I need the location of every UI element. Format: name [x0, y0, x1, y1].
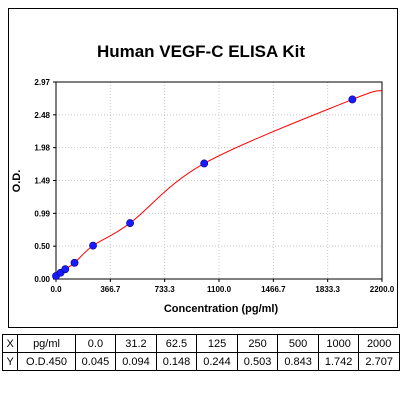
table-cell: 0.244 — [196, 352, 238, 371]
grid — [56, 82, 382, 279]
table-cell: pg/ml — [17, 334, 76, 353]
chart-frame — [8, 8, 398, 328]
table-cell: 2.707 — [358, 352, 400, 371]
data-point — [126, 219, 134, 227]
table-cell: 0.148 — [155, 352, 198, 371]
y-tick-label: 2.97 — [34, 78, 50, 87]
y-tick-label: 1.98 — [34, 144, 50, 153]
x-tick-label: 366.7 — [100, 285, 121, 294]
table-cell: 1.742 — [317, 352, 360, 371]
x-tick-label: 0.0 — [50, 285, 62, 294]
table-cell: 0.0 — [74, 334, 117, 353]
x-tick-label: 2200.0 — [370, 285, 395, 294]
data-point — [200, 159, 209, 168]
y-tick-label: 0.99 — [34, 209, 50, 218]
table-cell: 0.843 — [277, 352, 319, 371]
table-cell: 500 — [277, 334, 319, 353]
x-tick-label: 1833.3 — [315, 285, 340, 294]
chart: Human VEGF-C ELISA Kit 0.0 366.7 733.3 1100… — [11, 42, 395, 315]
table-cell: 0.045 — [74, 352, 117, 371]
table-cell: 2000 — [358, 334, 400, 353]
table-cell: 1000 — [317, 334, 360, 353]
table-cell: 0.094 — [115, 352, 157, 371]
data-point — [348, 95, 357, 104]
x-tick-label: 1100.0 — [207, 285, 232, 294]
table-cell: O.D.450 — [17, 352, 76, 371]
y-tick-label: 2.48 — [34, 111, 50, 120]
chart-title: Human VEGF-C ELISA Kit — [97, 42, 305, 61]
data-point — [70, 258, 79, 267]
data-point — [61, 265, 70, 274]
table-cell: 62.5 — [155, 334, 198, 353]
y-axis-label: O.D. — [11, 170, 23, 193]
table-cell: Y — [1, 352, 19, 371]
x-tick-label: 1466.7 — [261, 285, 286, 294]
x-axis-label: Concentration (pg/ml) — [164, 303, 279, 315]
table-cell: X — [1, 334, 19, 353]
table-row: Y O.D.450 0.045 0.094 0.148 0.244 0.503 0.843 1.… — [1, 352, 400, 371]
table-cell: 250 — [236, 334, 279, 353]
y-tick-label: 0.00 — [34, 275, 50, 284]
table-cell: 31.2 — [115, 334, 157, 353]
y-tick-label: 1.49 — [34, 177, 50, 186]
table-cell: 0.503 — [236, 352, 279, 371]
table-cell: 125 — [196, 334, 238, 353]
x-tick-label: 733.3 — [155, 285, 176, 294]
data-points — [52, 95, 357, 280]
y-tick-label: 0.50 — [34, 242, 50, 251]
axis-ticks: 0.0 366.7 733.3 1100.0 1466.7 1833.3 2200.0 0.0… — [34, 78, 394, 294]
data-point — [89, 241, 97, 250]
